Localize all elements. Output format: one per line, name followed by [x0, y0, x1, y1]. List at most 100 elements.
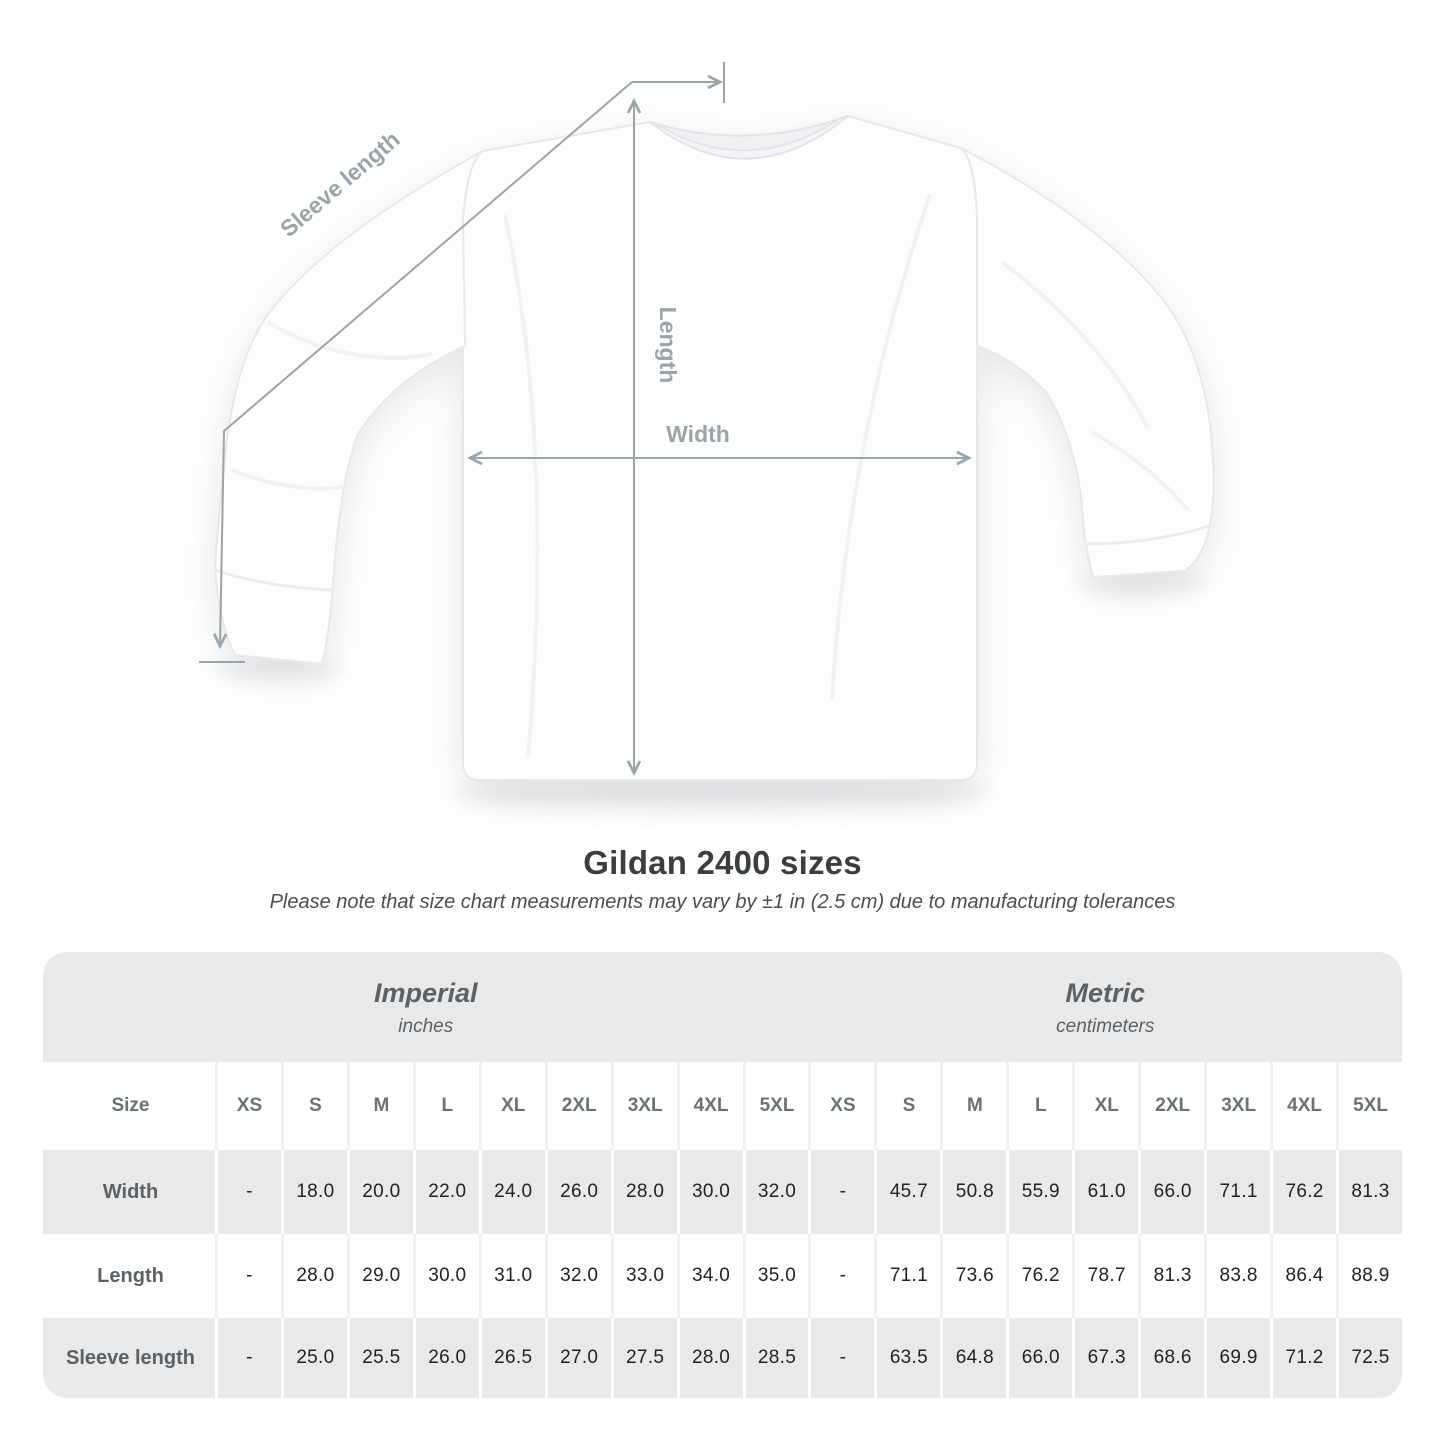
length-label: Length	[655, 307, 681, 384]
value-cell: 28.0	[280, 1234, 347, 1318]
right-cuff-seam	[1084, 524, 1210, 546]
size-col-header: XS	[215, 1062, 281, 1150]
value-cell: 26.5	[478, 1318, 545, 1398]
value-cell: 24.0	[478, 1150, 545, 1234]
chart-header: Gildan 2400 sizes Please note that size …	[0, 844, 1445, 914]
shirt-collar	[649, 115, 849, 160]
value-cell: 61.0	[1072, 1150, 1138, 1234]
fold-line	[266, 320, 433, 360]
value-cell: -	[808, 1150, 874, 1234]
value-cell: 68.6	[1138, 1318, 1204, 1398]
imperial-section-title: Imperial	[373, 978, 478, 1008]
value-cell: 28.0	[610, 1150, 677, 1234]
value-cell: 63.5	[874, 1318, 940, 1398]
shirt-shadow	[216, 571, 1204, 809]
size-col-header: L	[1006, 1062, 1072, 1150]
value-cell: 30.0	[412, 1234, 479, 1318]
value-cell: 76.2	[1006, 1234, 1072, 1318]
value-cell: 66.0	[1006, 1318, 1072, 1398]
size-col-header: S	[280, 1062, 347, 1150]
value-cell: 71.1	[1204, 1150, 1270, 1234]
value-cell: 28.5	[742, 1318, 809, 1398]
value-cell: 27.0	[544, 1318, 611, 1398]
fold-line	[503, 214, 540, 759]
value-cell: -	[808, 1318, 874, 1398]
table-row-width: Width -18.0 20.0 22.0 24.0 26.0 28.0 30.0 32.0-4…	[43, 1150, 1402, 1234]
value-cell: 71.1	[874, 1234, 940, 1318]
size-table: Imperial inches Metric centimeters Size …	[43, 952, 1402, 1398]
fold-line	[1000, 260, 1150, 429]
value-cell: -	[215, 1318, 281, 1398]
size-col-header: XS	[808, 1062, 874, 1150]
shirt-size-diagram: Sleeve length Length Width	[199, 62, 1215, 809]
value-cell: 32.0	[742, 1150, 809, 1234]
size-col-header: 3XL	[1204, 1062, 1270, 1150]
size-col-header: 2XL	[1138, 1062, 1204, 1150]
metric-section-unit: centimeters	[1056, 1016, 1155, 1037]
size-col-header: S	[874, 1062, 940, 1150]
value-cell: 30.0	[676, 1150, 743, 1234]
shirt-left-sleeve	[213, 150, 484, 666]
value-cell: 64.8	[940, 1318, 1006, 1398]
shirt-body	[462, 114, 978, 781]
value-cell: -	[215, 1150, 281, 1234]
size-col-header: 5XL	[1336, 1062, 1402, 1150]
value-cell: 67.3	[1072, 1318, 1138, 1398]
value-cell: 26.0	[544, 1150, 611, 1234]
value-cell: 28.0	[676, 1318, 743, 1398]
value-cell: 76.2	[1270, 1150, 1336, 1234]
value-cell: 72.5	[1336, 1318, 1402, 1398]
value-cell: 55.9	[1006, 1150, 1072, 1234]
page-subtitle: Please note that size chart measurements…	[269, 891, 1176, 913]
value-cell: 33.0	[610, 1234, 677, 1318]
value-cell: 22.0	[412, 1150, 479, 1234]
size-column-header: Size	[111, 1095, 150, 1116]
size-col-header: 4XL	[676, 1062, 743, 1150]
value-cell: 66.0	[1138, 1150, 1204, 1234]
page-title: Gildan 2400 sizes	[583, 844, 862, 881]
value-cell: 45.7	[874, 1150, 940, 1234]
value-cell: 71.2	[1270, 1318, 1336, 1398]
value-cell: 32.0	[544, 1234, 611, 1318]
fold-line	[830, 194, 932, 701]
table-row-length: Length -28.0 29.0 30.0 31.0 32.0 33.0 34.0 35.0-…	[43, 1234, 1402, 1318]
value-cell: 73.6	[940, 1234, 1006, 1318]
value-cell: 20.0	[346, 1150, 413, 1234]
metric-section-header: Metric centimeters	[809, 952, 1403, 1062]
size-col-header: XL	[478, 1062, 545, 1150]
unit-section-band: Imperial inches Metric centimeters	[43, 952, 1402, 1062]
metric-section-title: Metric	[1065, 978, 1146, 1008]
value-cell: -	[808, 1234, 874, 1318]
value-cell: 69.9	[1204, 1318, 1270, 1398]
value-cell: 78.7	[1072, 1234, 1138, 1318]
shirt-illustration	[213, 114, 1215, 781]
value-cell: 25.0	[280, 1318, 347, 1398]
value-cell: 35.0	[742, 1234, 809, 1318]
size-col-header: 3XL	[610, 1062, 677, 1150]
size-col-header: XL	[1072, 1062, 1138, 1150]
row-label: Length	[97, 1264, 164, 1287]
shirt-right-sleeve	[960, 147, 1215, 579]
imperial-section-header: Imperial inches	[43, 952, 809, 1062]
size-col-header: 5XL	[742, 1062, 809, 1150]
measurement-annotations	[199, 62, 973, 777]
size-col-header: 2XL	[544, 1062, 611, 1150]
table-row-sleeve-length: Sleeve length -25.0 25.5 26.0 26.5 27.0 27.5 28…	[43, 1318, 1402, 1398]
imperial-section-unit: inches	[398, 1016, 454, 1037]
value-cell: 81.3	[1138, 1234, 1204, 1318]
size-col-header: L	[412, 1062, 479, 1150]
value-cell: 81.3	[1336, 1150, 1402, 1234]
left-cuff-seam	[215, 568, 333, 592]
value-cell: 27.5	[610, 1318, 677, 1398]
fold-line	[231, 468, 345, 491]
value-cell: 29.0	[346, 1234, 413, 1318]
value-cell: 50.8	[940, 1150, 1006, 1234]
fold-line	[1090, 430, 1190, 512]
size-col-header: M	[346, 1062, 413, 1150]
value-cell: 83.8	[1204, 1234, 1270, 1318]
width-label: Width	[666, 421, 730, 447]
size-col-header: 4XL	[1270, 1062, 1336, 1150]
value-cell: 34.0	[676, 1234, 743, 1318]
size-col-header: M	[940, 1062, 1006, 1150]
value-cell: 86.4	[1270, 1234, 1336, 1318]
